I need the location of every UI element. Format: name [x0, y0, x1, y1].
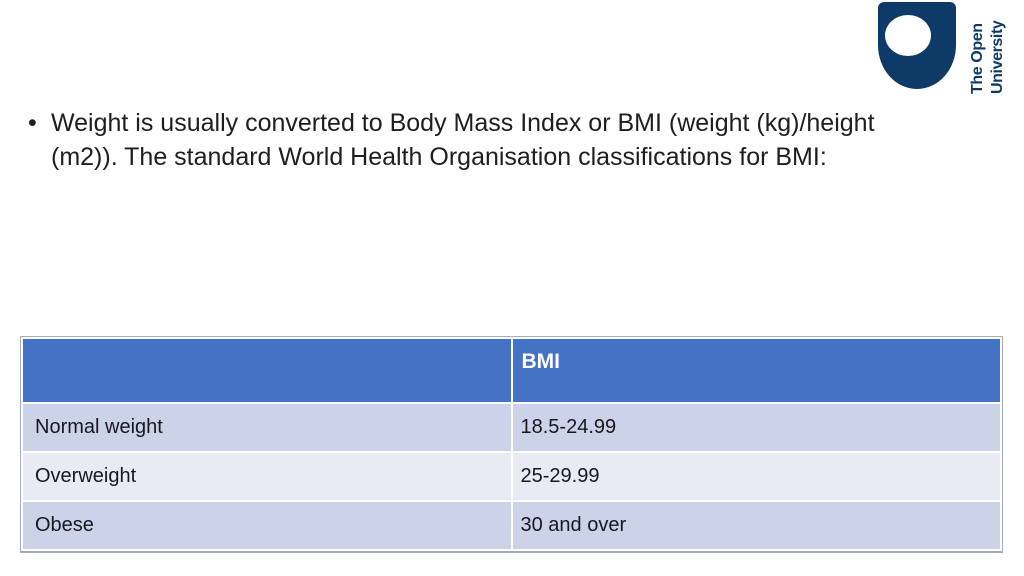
- table-row-value: 25-29.99: [512, 453, 1000, 500]
- bullet-text-line1: Weight is usually converted to Body Mass…: [51, 109, 875, 137]
- bullet-marker: •: [28, 109, 37, 137]
- ou-logo-text: The Open University: [968, 2, 1010, 94]
- table-row-label: Overweight: [23, 453, 511, 500]
- open-university-shield-icon: [878, 2, 956, 89]
- bullet-text-line2: (m2)). The standard World Health Organis…: [51, 143, 827, 171]
- ou-logo-line1: The Open: [969, 23, 986, 94]
- table-header-bmi: BMI: [512, 339, 1000, 402]
- table-row-value: 18.5-24.99: [512, 404, 1000, 451]
- ou-shield-circle: [885, 15, 931, 56]
- table-row-label: Obese: [23, 502, 511, 549]
- ou-logo-line2: University: [989, 20, 1006, 94]
- table-row-value: 30 and over: [512, 502, 1000, 549]
- bullet-text: Weight is usually converted to Body Mass…: [51, 106, 875, 174]
- bmi-table-grid: BMI Normal weight 18.5-24.99 Overweight …: [23, 339, 1000, 549]
- bullet-paragraph: • Weight is usually converted to Body Ma…: [28, 106, 875, 174]
- table-header-blank: [23, 339, 511, 402]
- table-row-label: Normal weight: [23, 404, 511, 451]
- bmi-table: BMI Normal weight 18.5-24.99 Overweight …: [20, 336, 1003, 553]
